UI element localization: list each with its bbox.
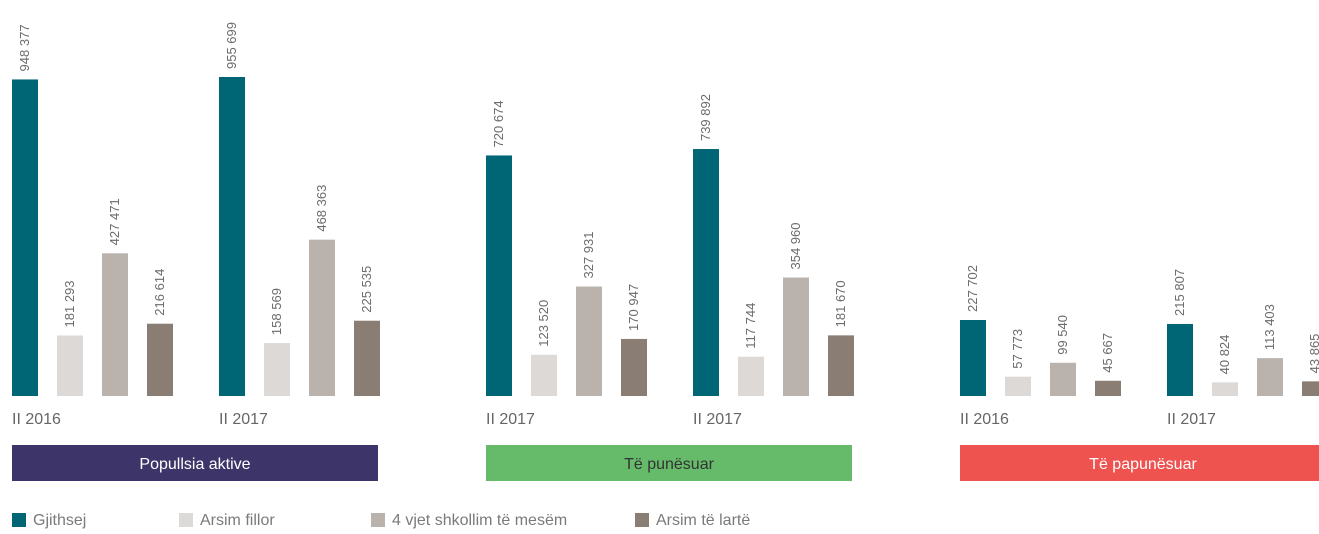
group-band-label: Popullsia aktive (139, 456, 250, 473)
period-label: II 2016 (960, 411, 1009, 428)
bar (828, 335, 854, 396)
data-label: 43 865 (1307, 334, 1319, 374)
bar (531, 354, 557, 396)
legend-label: Arsim fillor (200, 512, 275, 529)
data-label: 354 960 (788, 223, 803, 270)
data-label: 720 674 (491, 100, 506, 147)
bar (147, 323, 173, 396)
bar (783, 277, 809, 396)
period-label: II 2017 (1167, 411, 1216, 428)
data-label: 215 807 (1172, 269, 1187, 316)
legend-label: 4 vjet shkollim të mesëm (392, 512, 567, 529)
group-band-label: Të papunësuar (1089, 456, 1197, 473)
data-label: 739 892 (698, 94, 713, 141)
legend-label: Arsim të lartë (656, 512, 750, 529)
bar (57, 335, 83, 396)
bar (1095, 380, 1121, 396)
group-band (486, 445, 852, 481)
data-label: 99 540 (1055, 315, 1070, 355)
data-label: 113 403 (1262, 304, 1277, 350)
data-label: 227 702 (965, 265, 980, 312)
bar (1050, 362, 1076, 396)
data-label: 955 699 (224, 22, 239, 69)
bar (309, 239, 335, 396)
data-label: 225 535 (359, 266, 374, 313)
data-label: 468 363 (314, 185, 329, 232)
bar (264, 343, 290, 396)
data-label: 117 744 (743, 303, 758, 349)
data-label: 57 773 (1010, 329, 1025, 369)
bar (1212, 382, 1238, 396)
bar (1005, 376, 1031, 396)
bar (960, 319, 986, 396)
bar (693, 149, 719, 396)
legend-swatch (12, 513, 26, 527)
legend-swatch (635, 513, 649, 527)
group-band (12, 445, 378, 481)
bar (1257, 358, 1283, 396)
bar (102, 253, 128, 396)
data-label: 327 931 (581, 232, 596, 279)
bar (621, 338, 647, 396)
legend-swatch (179, 513, 193, 527)
data-label: 170 947 (626, 284, 641, 331)
bar (738, 356, 764, 396)
bar (1167, 323, 1193, 396)
data-label: 45 667 (1100, 333, 1115, 373)
period-label: II 2017 (486, 411, 535, 428)
data-label: 181 293 (62, 280, 77, 327)
data-label: 123 520 (536, 300, 551, 347)
data-label: 427 471 (107, 198, 122, 245)
bar (12, 79, 38, 396)
bar (354, 320, 380, 396)
data-label: 216 614 (152, 269, 167, 316)
data-label: 158 569 (269, 288, 284, 335)
group-band-label: Të punësuar (624, 456, 715, 473)
bar (576, 286, 602, 396)
period-label: II 2016 (12, 411, 61, 428)
data-label: 40 824 (1217, 335, 1232, 375)
period-label: II 2017 (693, 411, 742, 428)
data-label: 181 670 (833, 280, 848, 327)
legend-swatch (371, 513, 385, 527)
legend-label: Gjithsej (33, 512, 86, 529)
bar (1302, 381, 1319, 396)
data-label: 948 377 (17, 24, 32, 71)
period-label: II 2017 (219, 411, 268, 428)
group-band (960, 445, 1319, 481)
bar (486, 155, 512, 396)
bar (219, 77, 245, 396)
